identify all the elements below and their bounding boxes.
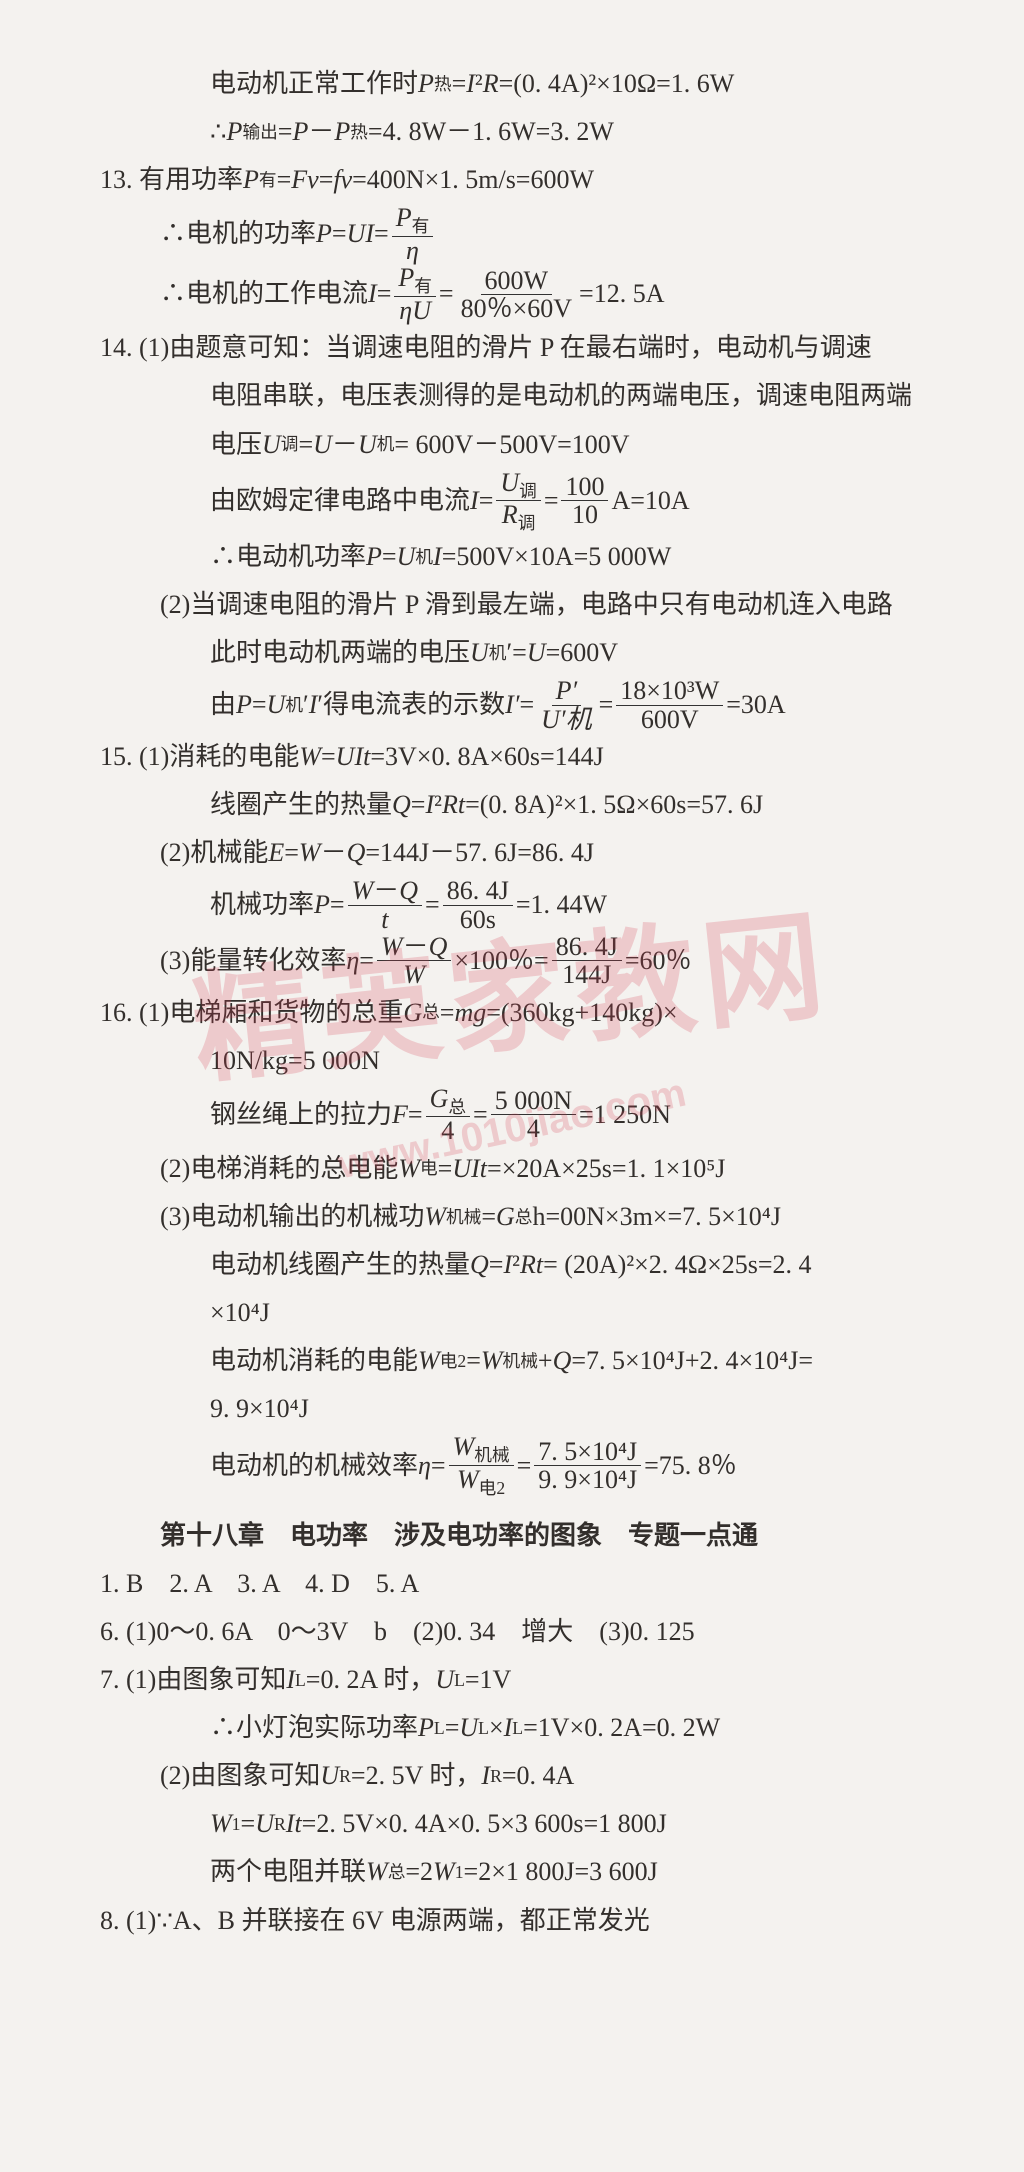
text-line: (3)电动机输出的机械功 W机械=G总h= 00N×3m×=7. 5×10⁴J [100, 1193, 954, 1241]
chapter-heading: 第十八章 电功率 涉及电功率的图象 专题一点通 [100, 1512, 954, 1560]
document-page: 精英家教网 www.1010jiao.com 电动机正常工作时 P热=I²R =… [0, 0, 1024, 2172]
text-line: (2)电梯消耗的总电能 W电=UIt= ×20A×25s=1. 1×10⁵J [100, 1145, 954, 1193]
text-line: 电动机消耗的电能 W电2=W机械+Q =7. 5×10⁴J+2. 4×10⁴J= [100, 1337, 954, 1385]
text-line: 此时电动机两端的电压 U机′=U =600V [100, 629, 954, 677]
text-line: 16. (1)电梯厢和货物的总重 G总=mg =(360kg+140kg)× [100, 989, 954, 1037]
text-line: (2)机械能 E=W－Q =144J－57. 6J=86. 4J [100, 829, 954, 877]
text-line: 9. 9×10⁴J [100, 1385, 954, 1433]
text-line: (2)由图象可知 UR =2. 5V 时， IR =0. 4A [100, 1752, 954, 1800]
text-line: 13. 有用功率 P有=Fv=fv =400N×1. 5m/s=600W [100, 156, 954, 204]
text-line: ∴小灯泡实际功率 PL=UL×IL =1V×0. 2A=0. 2W [100, 1704, 954, 1752]
text-line: 15. (1)消耗的电能 W=UIt =3V×0. 8A×60s=144J [100, 733, 954, 781]
text-line: 电压 U调=U － U机 = 600V－500V=100V [100, 421, 954, 469]
text-line: (3)能量转化效率 η= W－QW ×100％= 86. 4J144J =60％ [100, 933, 954, 989]
text-line: ×10⁴J [100, 1289, 954, 1337]
text-line: 由欧姆定律电路中电流 I= U调R调 = 10010 A=10A [100, 469, 954, 534]
text-line: 线圈产生的热量 Q=I²Rt =(0. 8A)²×1. 5Ω×60s=57. 6… [100, 781, 954, 829]
text-line: ∴电动机功率 P=U机 I =500V×10A=5 000W [100, 533, 954, 581]
text-line: ∴ P输出=P－P热 =4. 8W－1. 6W=3. 2W [100, 108, 954, 156]
text-line: 电动机正常工作时 P热=I²R =(0. 4A)²×10Ω=1. 6W [100, 60, 954, 108]
text-line: 电动机的机械效率 η= W机械W电2 = 7. 5×10⁴J9. 9×10⁴J … [100, 1433, 954, 1498]
text-line: 电动机线圈产生的热量 Q=I²Rt = (20A)²×2. 4Ω×25s=2. … [100, 1241, 954, 1289]
text-line: 电阻串联，电压表测得的是电动机的两端电压，调速电阻两端 [100, 372, 954, 420]
text-line: ∴电机的工作电流 I= P有ηU = 600W80％×60V =12. 5A [100, 264, 954, 324]
text-line: 6. (1)0～0. 6A 0～3V b (2)0. 34 增大 (3)0. 1… [100, 1608, 954, 1656]
text-line: ∴电机的功率 P=UI= P有η [100, 204, 954, 264]
text-line: 两个电阻并联 W总=2W1 =2×1 800J=3 600J [100, 1848, 954, 1896]
text-line: 机械功率 P= W－Qt = 86. 4J60s =1. 44W [100, 877, 954, 933]
text-line: 7. (1)由图象可知 IL =0. 2A 时， UL =1V [100, 1656, 954, 1704]
text-line: (2)当调速电阻的滑片 P 滑到最左端，电路中只有电动机连入电路 [100, 581, 954, 629]
text-line: 由 P=U机′I′ 得电流表的示数 I′= P′U′机 = 18×10³W600… [100, 677, 954, 733]
text-line: 1. B 2. A 3. A 4. D 5. A [100, 1560, 954, 1608]
text-line: 10N/kg=5 000N [100, 1037, 954, 1085]
text-line: W1=URIt =2. 5V×0. 4A×0. 5×3 600s=1 800J [100, 1800, 954, 1848]
text-line: 钢丝绳上的拉力 F= G总4 = 5 000N4 =1 250N [100, 1085, 954, 1145]
text-line: 14. (1)由题意可知：当调速电阻的滑片 P 在最右端时，电动机与调速 [100, 324, 954, 372]
text-line: 8. (1)∵A、B 并联接在 6V 电源两端，都正常发光 [100, 1897, 954, 1945]
